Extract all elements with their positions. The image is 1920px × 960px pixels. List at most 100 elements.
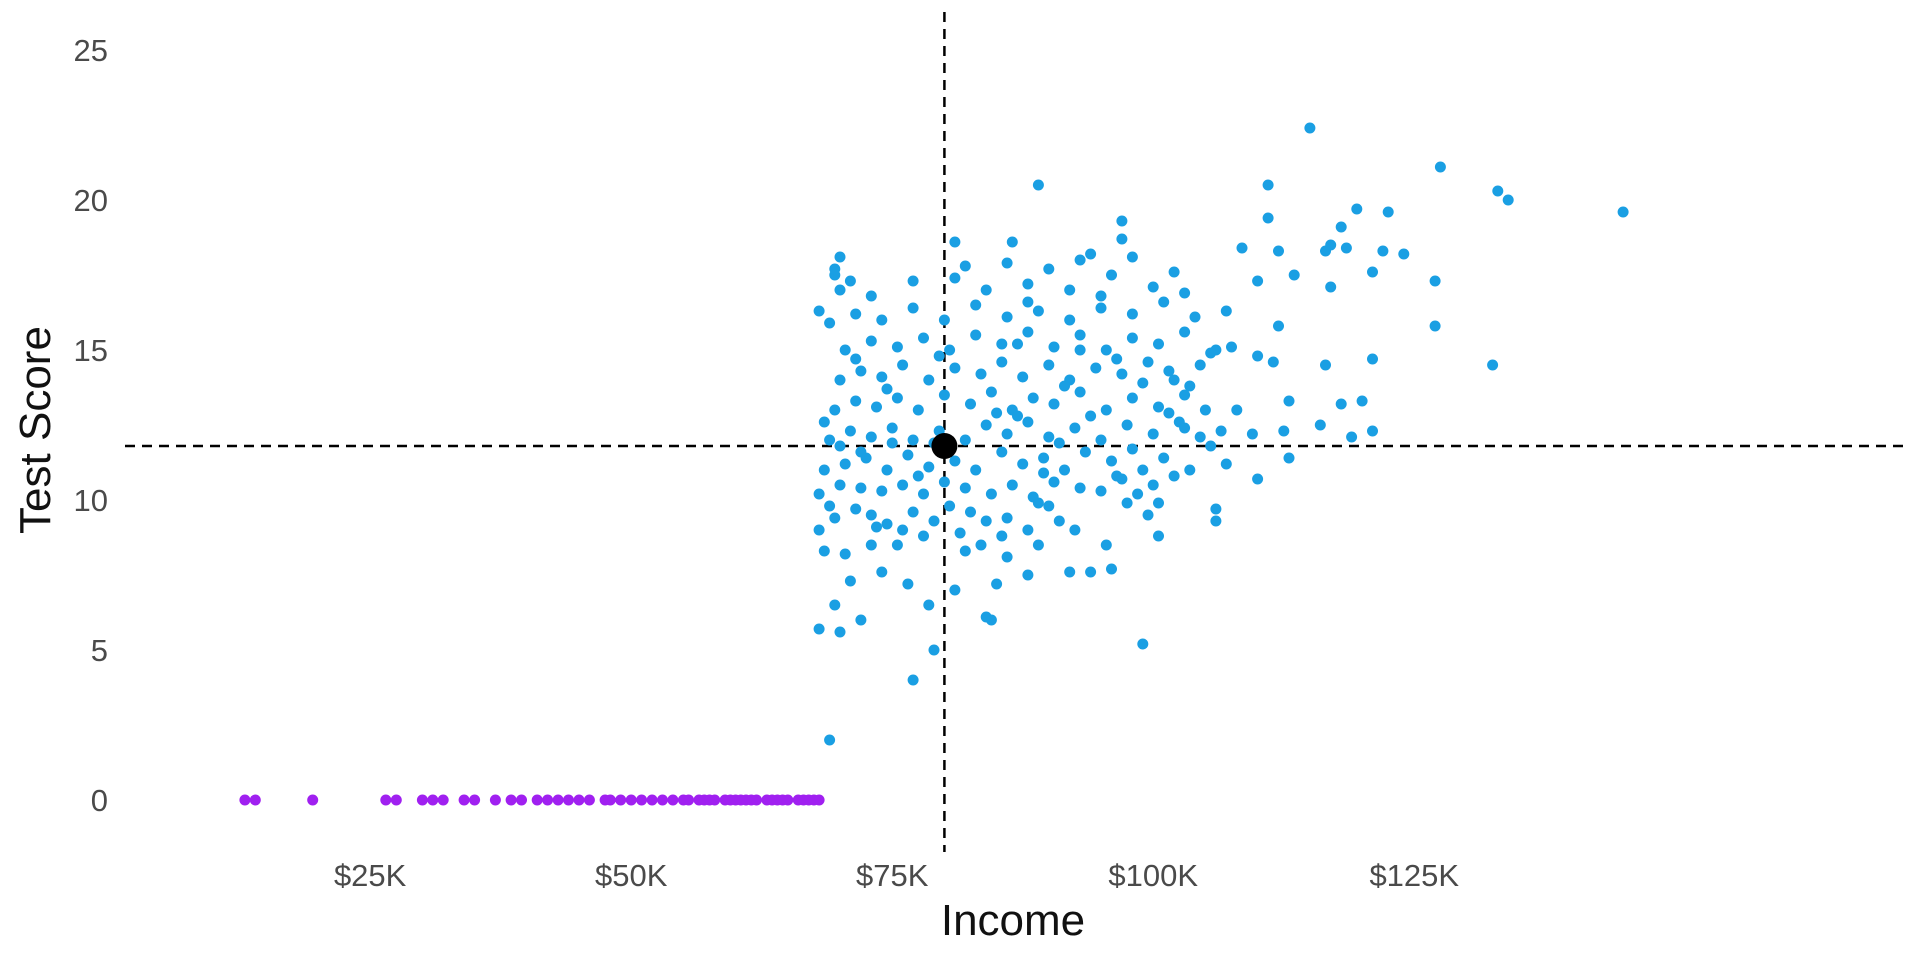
data-point	[1179, 422, 1191, 434]
data-point	[1106, 269, 1117, 281]
data-point	[1278, 425, 1290, 437]
data-point	[1121, 419, 1133, 431]
data-point	[850, 308, 862, 320]
data-point	[1283, 395, 1295, 407]
y-tick-label: 5	[91, 633, 108, 668]
data-point	[970, 299, 982, 311]
data-point	[1064, 566, 1076, 578]
data-point	[1132, 488, 1144, 500]
data-point	[1487, 359, 1499, 371]
data-point	[1492, 185, 1504, 197]
data-point	[1205, 440, 1217, 452]
data-point	[1210, 515, 1222, 527]
data-point	[938, 476, 950, 488]
zero-score-point	[646, 794, 658, 806]
data-point	[865, 509, 877, 521]
data-point	[1001, 512, 1013, 524]
data-point	[891, 341, 903, 353]
data-point	[1158, 296, 1170, 308]
data-point	[996, 338, 1008, 350]
data-point	[1215, 425, 1227, 437]
data-point	[1231, 404, 1243, 416]
data-point	[1147, 281, 1159, 293]
data-point	[844, 275, 856, 287]
data-point	[1142, 356, 1154, 368]
data-point	[959, 482, 971, 494]
data-point	[949, 272, 961, 284]
x-tick-label: $50K	[595, 858, 668, 893]
data-point	[923, 599, 935, 611]
data-point	[944, 344, 956, 356]
y-tick-label: 10	[74, 483, 108, 518]
zero-score-point	[667, 794, 679, 806]
data-point	[1184, 464, 1196, 476]
data-point	[1116, 215, 1128, 227]
zero-score-point	[563, 794, 574, 806]
data-point	[1158, 452, 1170, 464]
zero-score-point	[390, 794, 402, 806]
data-point	[1048, 341, 1060, 353]
data-point	[818, 416, 830, 428]
data-point	[985, 386, 997, 398]
data-point	[1032, 305, 1044, 317]
data-point	[923, 461, 935, 473]
data-points	[239, 122, 1629, 806]
zero-score-point	[657, 794, 668, 806]
data-point	[1043, 359, 1055, 371]
zero-score-point	[636, 794, 648, 806]
data-point	[1095, 302, 1107, 314]
data-point	[850, 395, 862, 407]
data-point	[918, 488, 929, 500]
zero-score-point	[615, 794, 627, 806]
zero-score-point	[683, 794, 695, 806]
y-tick-label: 25	[74, 33, 108, 68]
data-point	[1252, 473, 1264, 485]
data-point	[1126, 251, 1138, 263]
data-point	[1064, 284, 1076, 296]
data-point	[1074, 482, 1086, 494]
data-point	[1429, 320, 1441, 332]
data-point	[865, 335, 877, 347]
data-point	[1142, 509, 1154, 521]
data-point	[902, 449, 914, 461]
data-point	[1163, 365, 1175, 377]
zero-score-point	[552, 794, 564, 806]
data-point	[1137, 464, 1149, 476]
data-point	[1346, 431, 1358, 443]
zero-score-point	[239, 794, 251, 806]
data-point	[891, 392, 903, 404]
data-point	[897, 479, 909, 491]
data-point	[1001, 428, 1013, 440]
data-point	[1074, 386, 1086, 398]
data-point	[1116, 233, 1128, 245]
zero-score-point	[625, 794, 637, 806]
x-tick-label: $100K	[1108, 858, 1198, 893]
data-point	[1053, 437, 1065, 449]
data-point	[1116, 368, 1128, 380]
data-point	[834, 251, 846, 263]
data-point	[1205, 347, 1217, 359]
zero-score-point	[583, 794, 595, 806]
zero-score-point	[416, 794, 428, 806]
zero-score-point	[813, 794, 825, 806]
data-point	[1126, 392, 1138, 404]
data-point	[839, 548, 851, 560]
data-point	[1351, 203, 1363, 215]
data-point	[829, 263, 841, 275]
data-point	[912, 470, 924, 482]
data-point	[1017, 458, 1029, 470]
zero-score-point	[698, 794, 710, 806]
data-point	[1001, 257, 1013, 269]
zero-score-point	[782, 794, 794, 806]
data-point	[1032, 539, 1044, 551]
data-point	[1022, 569, 1034, 581]
data-point	[1147, 428, 1159, 440]
data-point	[907, 434, 919, 446]
zero-score-point	[437, 794, 449, 806]
data-point	[1126, 443, 1138, 455]
data-point	[980, 284, 992, 296]
data-point	[876, 314, 888, 326]
data-point	[975, 539, 987, 551]
x-tick-label: $25K	[334, 858, 407, 893]
data-point	[813, 488, 825, 500]
